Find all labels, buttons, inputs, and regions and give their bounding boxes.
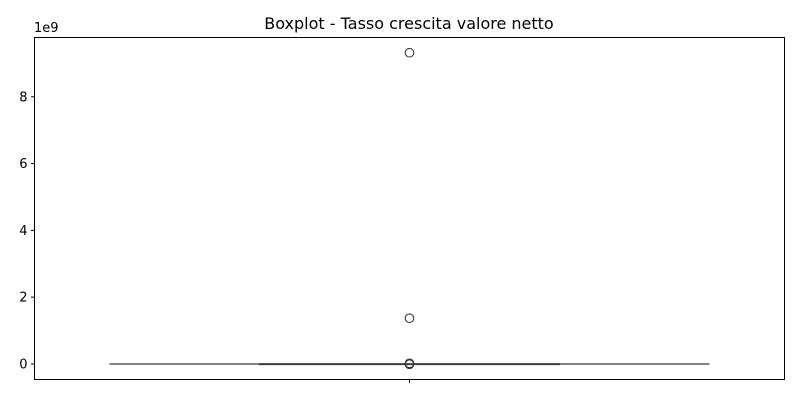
outlier-point-4 bbox=[404, 359, 415, 370]
outlier-group bbox=[404, 47, 415, 370]
outlier-point-1 bbox=[404, 313, 415, 324]
y-tick-label-0: 0 bbox=[19, 357, 27, 372]
outlier-point-0 bbox=[404, 47, 415, 58]
y-tick-label-4: 8 bbox=[19, 90, 27, 105]
y-offset-label: 1e9 bbox=[34, 21, 59, 36]
y-tick-label-3: 6 bbox=[19, 157, 27, 172]
y-tick-label-1: 2 bbox=[19, 291, 27, 306]
box-group bbox=[109, 363, 710, 366]
chart-title: Boxplot - Tasso crescita valore netto bbox=[264, 14, 553, 33]
plot-frame bbox=[34, 37, 785, 380]
y-axis: 0 2 4 6 8 bbox=[19, 90, 35, 372]
y-tick-label-2: 4 bbox=[19, 224, 27, 239]
